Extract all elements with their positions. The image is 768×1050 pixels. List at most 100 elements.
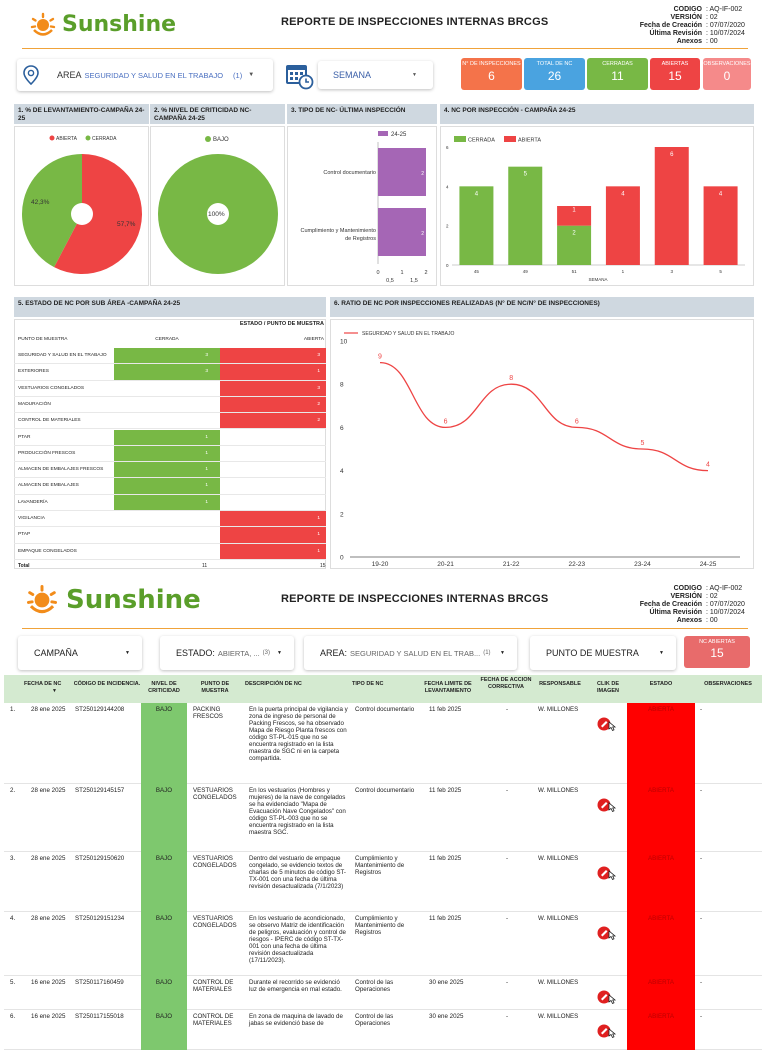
row-label: EMPAQUE CONGELADOS xyxy=(18,548,77,554)
data-label: 100% xyxy=(208,211,225,218)
codigo-value: ST250129150620 xyxy=(75,855,125,862)
icon-cursor xyxy=(608,994,617,1005)
chevron-down-icon: ▼ xyxy=(248,72,255,78)
tick-label: 1,5 xyxy=(410,278,418,284)
resp-value: W. MILLONES xyxy=(538,979,579,986)
estado-value: ABIERTA xyxy=(648,706,674,713)
image-click-icon[interactable] xyxy=(597,716,619,732)
levantamiento-pie-chart: ABIERTA CERRADA 57,7% 42,3% xyxy=(22,135,143,274)
cell-cerrada: 1 xyxy=(114,478,220,494)
meta-key: Última Revisión xyxy=(649,609,702,616)
legend-marker xyxy=(85,135,91,141)
desc-value: En los vestuario de acondicionado, se ob… xyxy=(249,915,346,964)
divider xyxy=(22,628,748,629)
tipo-value: Control de las Operaciones xyxy=(355,979,394,993)
tick-label: 4 xyxy=(446,184,449,189)
category-label-line: Cumplimiento y Mantenimiento xyxy=(300,228,376,234)
image-click-icon[interactable] xyxy=(597,1023,619,1039)
sort-desc-icon: ▼ xyxy=(52,688,57,694)
legend-marker xyxy=(454,136,466,142)
cell-value: 1 xyxy=(205,434,208,440)
codigo-value: ST250117160459 xyxy=(75,979,124,986)
cell-value: 1 xyxy=(205,467,208,473)
meta-value: : 07/07/2020 xyxy=(706,22,745,29)
punto-filter-label: PUNTO DE MUESTRA xyxy=(546,648,639,658)
row-label: PTAR xyxy=(18,434,31,440)
image-link-icon xyxy=(597,717,617,732)
panel2-title: 2. % NIVEL DE CRITICIDAD NC-CAMPAÑA 24-2… xyxy=(150,104,285,124)
table-row: VIGILANCIA 1 xyxy=(14,511,326,528)
tipo-value: Control de las Operaciones xyxy=(355,1013,394,1027)
kpi-value: 6 xyxy=(488,69,495,83)
data-label: 5 xyxy=(524,172,528,178)
total-abierta: 15 xyxy=(320,562,326,569)
area-filter-value: SEGURIDAD Y SALUD EN EL TRAB... xyxy=(350,648,481,658)
pie-slice xyxy=(54,154,143,274)
row-label: VESTUARIOS CONGELADOS xyxy=(18,385,85,391)
cell-abierta: 2 xyxy=(220,413,326,429)
table-row[interactable] xyxy=(4,703,762,784)
cell-value: 3 xyxy=(317,385,320,391)
accion-value: - xyxy=(506,1013,509,1020)
tick-label: 0,5 xyxy=(386,278,394,284)
area-filter[interactable]: AREA SEGURIDAD Y SALUD EN EL TRABAJO (1)… xyxy=(17,59,273,91)
pie-slice xyxy=(22,154,82,268)
tick-label: 0 xyxy=(376,270,379,276)
limite-value: 11 feb 2025 xyxy=(429,706,462,713)
area-filter-label: AREA: xyxy=(320,648,348,658)
image-click-icon[interactable] xyxy=(597,925,619,941)
campana-filter[interactable]: CAMPAÑA ▼ xyxy=(18,636,142,670)
column-header: CÓDIGO DE INCIDENCIA. xyxy=(73,681,141,687)
accion-value: - xyxy=(506,706,509,713)
tick-label: 1 xyxy=(400,270,403,276)
punto-filter[interactable]: PUNTO DE MUESTRA ▼ xyxy=(530,636,676,670)
estado-filter[interactable]: ESTADO: ABIERTA, ... (3) ▼ xyxy=(160,636,294,670)
image-click-icon[interactable] xyxy=(597,865,619,881)
table-row[interactable] xyxy=(4,784,762,852)
icon-cursor xyxy=(608,930,617,941)
table-row[interactable] xyxy=(4,912,762,976)
area-filter-2[interactable]: AREA: SEGURIDAD Y SALUD EN EL TRAB... (1… xyxy=(304,636,517,670)
cell-value: 3 xyxy=(205,369,208,375)
estado-filter-count: (3) xyxy=(262,650,271,656)
row-label: PTAP xyxy=(18,532,31,538)
image-link-icon xyxy=(597,990,617,1005)
column-header: RESPONSABLE xyxy=(539,681,581,687)
nivel-value: BAJO xyxy=(155,1013,173,1020)
axis-label: SEMANA xyxy=(588,277,607,282)
meta-value: : 10/07/2024 xyxy=(706,30,745,37)
meta-value: : 02 xyxy=(706,593,718,600)
table-row[interactable] xyxy=(4,976,762,1010)
desc-value: En la puerta principal de vigilancia y z… xyxy=(249,706,348,762)
table-row[interactable] xyxy=(4,852,762,912)
meta-key: CODIGO xyxy=(673,6,702,13)
legend-marker xyxy=(378,131,388,136)
nivel-value: BAJO xyxy=(155,855,173,862)
obs-value: - xyxy=(700,979,703,986)
panel4-title: 4. NC POR INSPECCIÓN - CAMPAÑA 24-25 xyxy=(440,104,754,124)
nc-abiertas-card: NC ABIERTAS 15 xyxy=(684,636,750,668)
total-label: Total xyxy=(18,562,30,569)
pie-hole xyxy=(71,203,93,225)
data-label: 2 xyxy=(572,231,576,237)
estado-value: ABIERTA xyxy=(648,855,674,862)
kpi-label: CERRADAS xyxy=(602,61,633,67)
bar-cerrada xyxy=(557,225,592,265)
table-title: ESTADO / PUNTO DE MUESTRA xyxy=(239,321,324,327)
chevron-down-icon: ▼ xyxy=(500,650,505,656)
column-header: ABIERTA xyxy=(303,337,324,342)
image-click-icon[interactable] xyxy=(597,989,619,1005)
meta-key: Última Revisión xyxy=(649,30,702,37)
icon-cursor xyxy=(608,870,617,881)
image-click-icon[interactable] xyxy=(597,797,619,813)
week-filter[interactable]: SEMANA ▼ xyxy=(318,61,433,89)
desc-value: Durante el recorrido se evidenció luz de… xyxy=(249,979,342,993)
kpi-card: ABIERTAS 15 xyxy=(650,58,700,90)
nivel-cell xyxy=(141,852,187,912)
legend-label: SEGURIDAD Y SALUD EN EL TRABAJO xyxy=(362,331,454,337)
row-label: ALMACEN DE EMBALAJES FRESCOS xyxy=(18,467,104,473)
meta-value: : 02 xyxy=(706,14,718,21)
cell-value: 1 xyxy=(317,532,320,538)
estado-cell xyxy=(627,852,695,912)
fecha-value: 16 ene 2025 xyxy=(31,979,66,986)
